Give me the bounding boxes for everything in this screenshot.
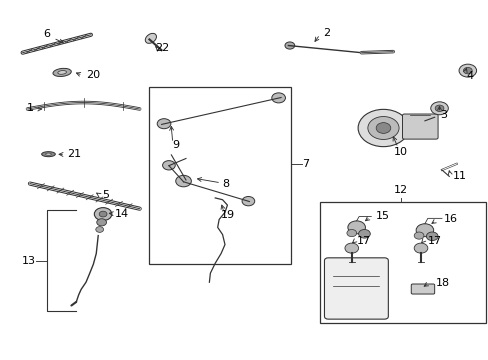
Ellipse shape <box>58 71 66 74</box>
Text: 8: 8 <box>222 179 229 189</box>
Circle shape <box>413 232 423 239</box>
Ellipse shape <box>45 153 51 155</box>
FancyBboxPatch shape <box>324 258 387 319</box>
Circle shape <box>458 64 476 77</box>
Ellipse shape <box>41 152 55 157</box>
Text: 17: 17 <box>427 236 441 246</box>
Circle shape <box>97 219 106 226</box>
Circle shape <box>99 211 107 217</box>
Circle shape <box>271 93 285 103</box>
Text: 20: 20 <box>86 70 100 80</box>
Text: 11: 11 <box>452 171 466 181</box>
Circle shape <box>242 197 254 206</box>
Text: 14: 14 <box>114 209 128 219</box>
Text: 17: 17 <box>356 236 370 246</box>
Circle shape <box>346 229 356 237</box>
Ellipse shape <box>145 33 156 43</box>
Text: 22: 22 <box>155 43 169 53</box>
FancyBboxPatch shape <box>402 114 437 139</box>
Circle shape <box>413 243 427 253</box>
Circle shape <box>347 221 365 234</box>
Circle shape <box>430 102 447 115</box>
Circle shape <box>463 67 471 74</box>
Circle shape <box>434 105 443 112</box>
Bar <box>149 87 290 264</box>
Circle shape <box>367 117 398 139</box>
Circle shape <box>375 123 390 134</box>
Circle shape <box>426 232 437 240</box>
Circle shape <box>162 161 175 170</box>
Text: 21: 21 <box>67 149 81 159</box>
Ellipse shape <box>53 68 71 76</box>
Text: 18: 18 <box>435 278 449 288</box>
Circle shape <box>94 208 112 221</box>
Text: 12: 12 <box>393 185 407 195</box>
Text: 4: 4 <box>466 71 472 81</box>
Circle shape <box>344 243 358 253</box>
Bar <box>320 202 485 323</box>
Circle shape <box>358 229 369 238</box>
Text: 1: 1 <box>26 103 33 113</box>
Circle shape <box>357 109 408 147</box>
Circle shape <box>157 119 170 129</box>
Circle shape <box>415 224 433 237</box>
Text: 19: 19 <box>220 210 234 220</box>
Circle shape <box>175 175 191 187</box>
Text: 13: 13 <box>21 256 36 266</box>
Text: 9: 9 <box>172 140 180 150</box>
Text: 6: 6 <box>43 29 50 39</box>
Text: 5: 5 <box>102 190 109 200</box>
Circle shape <box>285 42 294 49</box>
FancyBboxPatch shape <box>410 284 434 294</box>
Text: 15: 15 <box>375 211 389 221</box>
Circle shape <box>96 226 103 232</box>
Text: 16: 16 <box>443 215 456 224</box>
Text: 3: 3 <box>440 110 447 120</box>
Text: 7: 7 <box>301 159 308 169</box>
Text: 10: 10 <box>393 147 407 157</box>
Text: 2: 2 <box>323 28 330 38</box>
